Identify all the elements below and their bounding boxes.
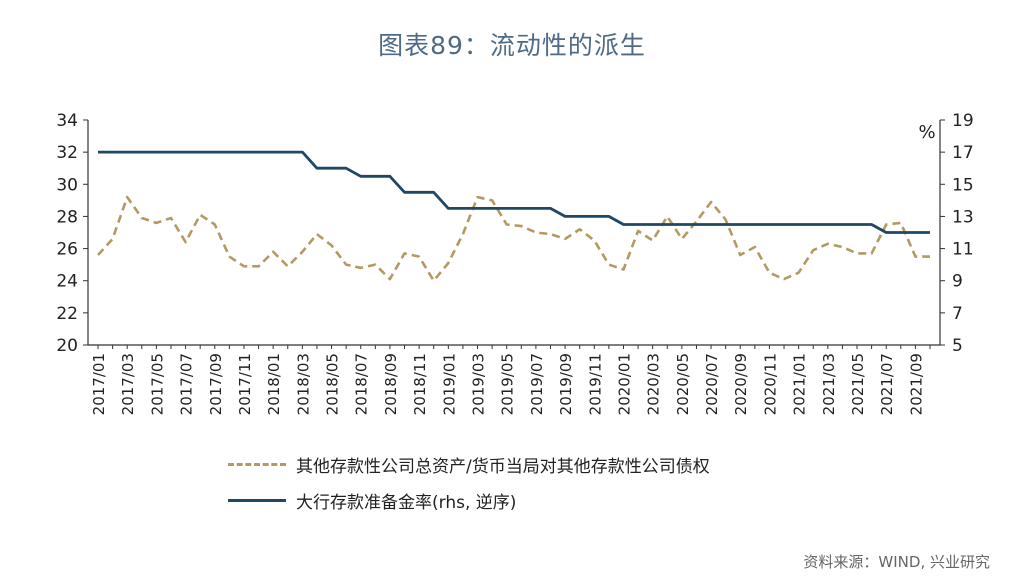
x-tick-label: 2020/01: [615, 353, 633, 415]
x-tick-label: 2018/03: [294, 353, 312, 415]
y-left-tick-label: 26: [56, 240, 78, 260]
y-left-tick-label: 22: [56, 304, 78, 324]
x-tick-label: 2019/01: [440, 353, 458, 415]
y-right-unit-label: %: [918, 122, 935, 143]
legend-label-series-2: 大行存款准备金率(rhs, 逆序): [296, 492, 517, 513]
chart-legend: 其他存款性公司总资产/货币当局对其他存款性公司债权 大行存款准备金率(rhs, …: [228, 446, 710, 518]
y-right-tick-label: 19: [952, 111, 974, 131]
x-tick-label: 2017/01: [90, 353, 108, 415]
chart-title: 图表89：流动性的派生: [378, 31, 646, 60]
x-tick-label: 2017/05: [148, 353, 166, 415]
x-tick-label: 2021/09: [907, 353, 925, 415]
legend-label-series-1: 其他存款性公司总资产/货币当局对其他存款性公司债权: [296, 456, 710, 477]
y-right-tick-label: 13: [952, 207, 974, 227]
x-tick-label: 2021/05: [849, 353, 867, 415]
x-tick-label: 2021/01: [791, 353, 809, 415]
x-tick-label: 2018/05: [324, 353, 342, 415]
x-tick-label: 2019/03: [470, 353, 488, 415]
x-tick-label: 2020/07: [703, 353, 721, 415]
x-tick-label: 2021/03: [820, 353, 838, 415]
x-tick-label: 2018/11: [411, 353, 429, 415]
x-tick-label: 2020/11: [761, 353, 779, 415]
chart-axes: 20 22 24 26 28 30 32 34 5 7 9 11 13 15 17 19%: [56, 111, 973, 356]
y-left-tick-label: 34: [56, 111, 78, 131]
x-tick-label: 2017/03: [119, 353, 137, 415]
x-tick-label: 2017/09: [207, 353, 225, 415]
y-right-tick-label: 15: [952, 175, 974, 195]
x-axis-labels: 2017/01 2017/03 2017/05 2017/07 2017/09 2017/…: [90, 345, 931, 415]
y-left-tick-label: 20: [56, 336, 78, 356]
x-tick-label: 2018/09: [382, 353, 400, 415]
y-left-tick-label: 30: [56, 175, 78, 195]
y-right-tick-label: 17: [952, 143, 974, 163]
x-tick-label: 2020/09: [732, 353, 750, 415]
legend-swatch-solid: [228, 498, 286, 502]
source-note: 资料来源：WIND, 兴业研究: [803, 553, 990, 571]
x-tick-label: 2018/07: [353, 353, 371, 415]
x-tick-label: 2017/11: [236, 353, 254, 415]
x-tick-label: 2017/07: [178, 353, 196, 415]
y-left-tick-label: 28: [56, 207, 78, 227]
legend-swatch-dashed: [228, 462, 286, 466]
chart-series: [97, 150, 930, 283]
y-right-tick-label: 9: [952, 272, 963, 292]
x-tick-label: 2019/09: [557, 353, 575, 415]
series-line-reserve-ratio: [98, 150, 930, 234]
y-right-tick-label: 11: [952, 240, 974, 260]
x-tick-label: 2019/07: [528, 353, 546, 415]
x-tick-label: 2019/05: [499, 353, 517, 415]
y-left-tick-label: 24: [56, 272, 78, 292]
legend-item-series-1: 其他存款性公司总资产/货币当局对其他存款性公司债权: [228, 446, 710, 482]
x-tick-label: 2020/03: [645, 353, 663, 415]
x-tick-label: 2018/01: [265, 353, 283, 415]
x-tick-label: 2021/07: [878, 353, 896, 415]
legend-item-series-2: 大行存款准备金率(rhs, 逆序): [228, 482, 710, 518]
x-tick-label: 2019/11: [586, 353, 604, 415]
y-right-tick-label: 7: [952, 304, 963, 324]
y-right-tick-label: 5: [952, 336, 963, 356]
x-tick-label: 2020/05: [674, 353, 692, 415]
y-left-tick-label: 32: [56, 143, 78, 163]
